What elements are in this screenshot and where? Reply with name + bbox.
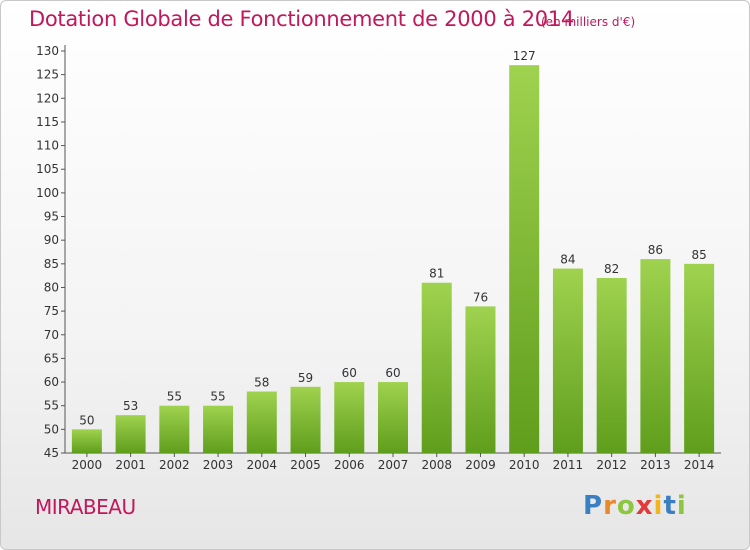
data-label: 50 [79, 413, 94, 427]
chart-unit: (en milliers d'€) [541, 15, 636, 29]
y-tick-label: 105 [36, 162, 59, 176]
x-tick-label: 2005 [290, 458, 321, 472]
bar-2013 [640, 259, 671, 453]
bar-2014 [684, 263, 715, 453]
data-label: 59 [298, 371, 313, 385]
x-tick-label: 2010 [509, 458, 540, 472]
x-tick-label: 2011 [553, 458, 584, 472]
y-tick-label: 60 [44, 375, 59, 389]
x-tick-label: 2001 [115, 458, 146, 472]
bar-2000 [71, 429, 102, 453]
data-label: 76 [473, 290, 488, 304]
bar-2007 [378, 382, 408, 453]
y-tick-label: 130 [36, 44, 59, 58]
y-tick-label: 110 [36, 139, 59, 153]
data-label: 81 [429, 267, 444, 281]
y-tick-label: 125 [36, 68, 59, 82]
logo-letter: r [603, 491, 617, 521]
bar-2008 [421, 282, 452, 453]
x-tick-label: 2007 [378, 458, 409, 472]
bar-2006 [334, 382, 365, 453]
x-tick-label: 2006 [334, 458, 365, 472]
data-label: 82 [604, 262, 619, 276]
bar-2012 [596, 278, 627, 453]
x-tick-label: 2002 [159, 458, 190, 472]
bars: 50 53 55 55 58 59 60 60 81 76 127 84 82 86 85 [71, 49, 715, 453]
bar-2001 [115, 415, 146, 453]
y-tick-label: 80 [44, 280, 59, 294]
y-tick-label: 100 [36, 186, 59, 200]
bar-2009 [465, 306, 496, 453]
logo-letter: x [635, 491, 654, 521]
y-tick-label: 85 [44, 257, 59, 271]
chart-title: Dotation Globale de Fonctionnement de 20… [29, 7, 574, 31]
y-tick-label: 55 [44, 399, 59, 413]
y-tick-label: 95 [44, 210, 59, 224]
y-tick-label: 120 [36, 91, 59, 105]
y-tick-label: 75 [44, 304, 59, 318]
x-tick-label: 2008 [421, 458, 452, 472]
bar-2004 [246, 391, 277, 453]
data-label: 55 [210, 390, 225, 404]
x-tick-label: 2004 [247, 458, 278, 472]
logo-letter: t [663, 491, 677, 521]
y-tick-label: 50 [44, 422, 59, 436]
data-label: 55 [167, 390, 182, 404]
bar-2005 [290, 386, 321, 453]
y-tick-label: 45 [44, 446, 59, 460]
y-tick-label: 115 [36, 115, 59, 129]
data-label: 60 [342, 366, 357, 380]
x-tick-label: 2014 [684, 458, 715, 472]
logo-letter: P [583, 491, 604, 521]
logo-letter: o [616, 491, 636, 521]
data-label: 60 [385, 366, 400, 380]
y-tick-label: 65 [44, 351, 59, 365]
data-label: 127 [513, 49, 536, 63]
bar-2011 [552, 268, 583, 453]
data-label: 86 [648, 243, 663, 257]
data-label: 58 [254, 376, 269, 390]
y-tick-label: 90 [44, 233, 59, 247]
y-tick-label: 70 [44, 328, 59, 342]
data-label: 53 [123, 399, 138, 413]
bar-2010 [509, 65, 540, 453]
commune-name: MIRABEAU [35, 495, 136, 519]
x-tick-label: 2009 [465, 458, 496, 472]
axes: 45 50 55 60 65 70 75 80 85 90 95 100 105 110 115 120 125… [36, 44, 721, 472]
bar-2002 [159, 405, 190, 453]
logo-letter: i [653, 491, 664, 521]
x-tick-label: 2000 [72, 458, 103, 472]
x-tick-label: 2013 [640, 458, 671, 472]
logo-letter: i [676, 491, 687, 521]
data-label: 85 [691, 248, 706, 262]
x-tick-label: 2012 [596, 458, 627, 472]
x-tick-label: 2003 [203, 458, 234, 472]
data-label: 84 [560, 253, 575, 267]
proxiti-logo: Proxiti [583, 491, 687, 521]
bar-2003 [203, 405, 234, 453]
